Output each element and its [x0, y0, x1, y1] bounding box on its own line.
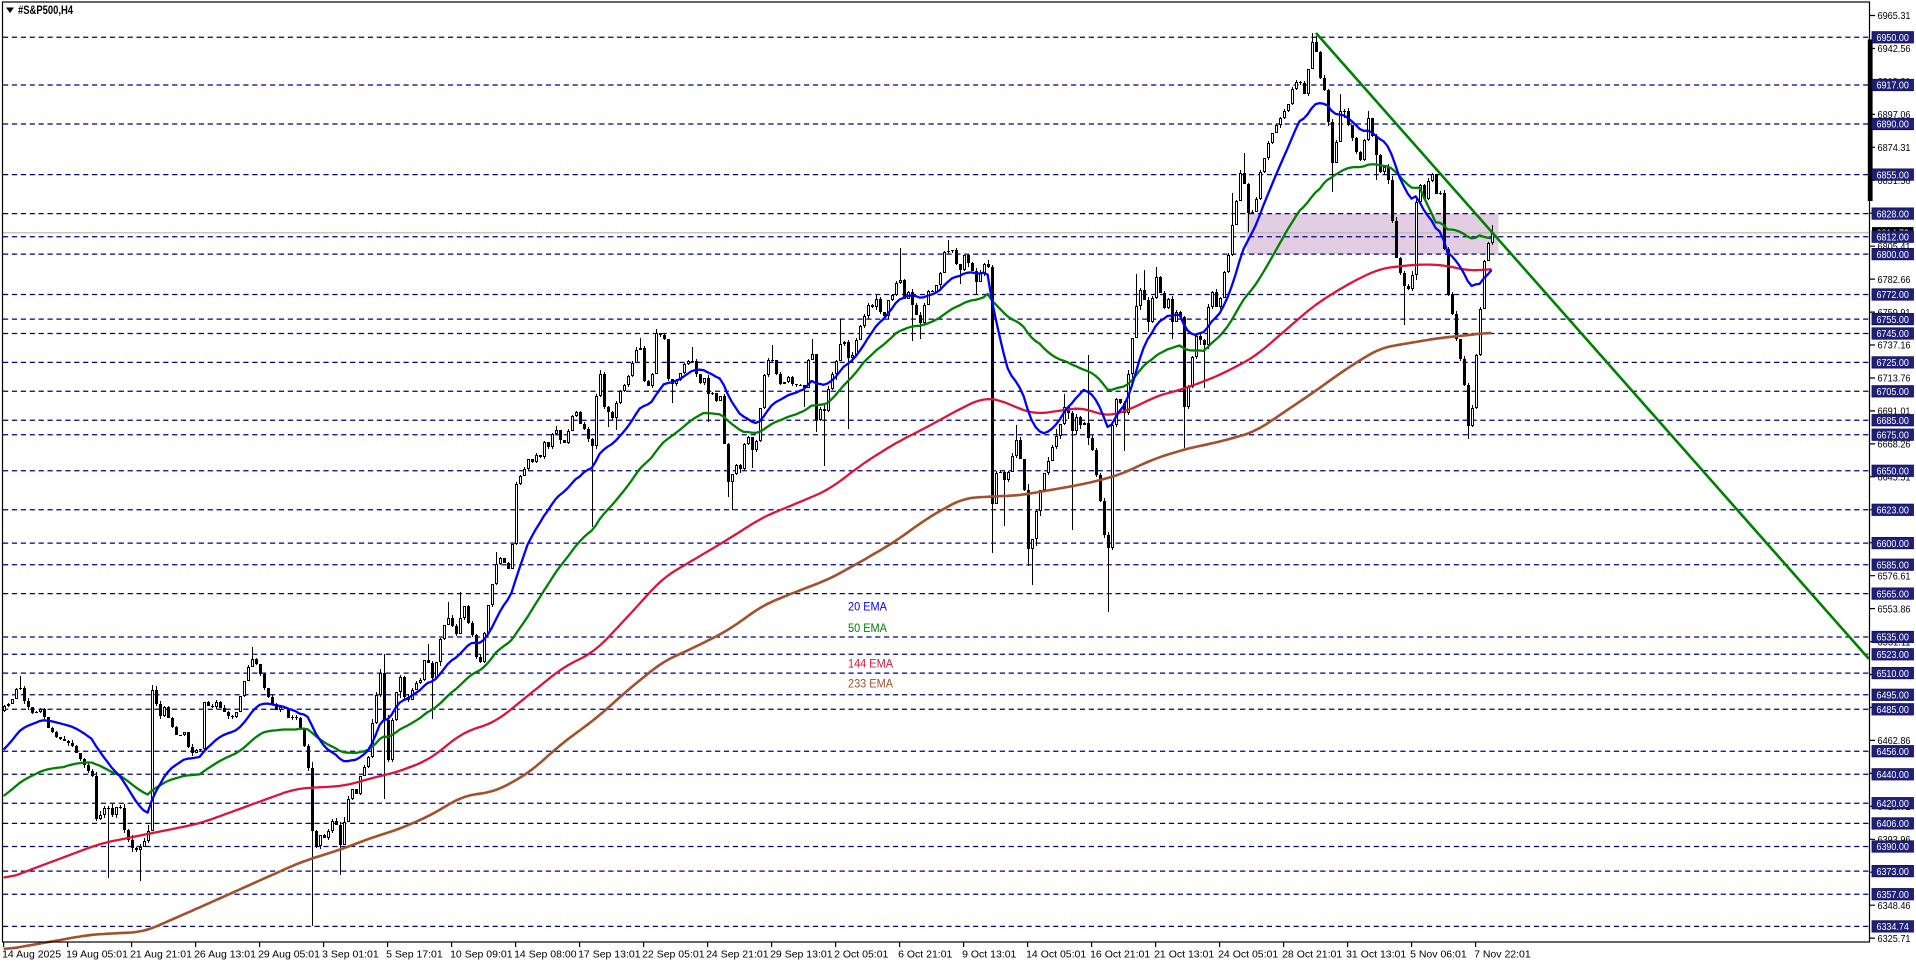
svg-text:6890.00: 6890.00 [1876, 119, 1909, 131]
svg-text:29 Sep 13:01: 29 Sep 13:01 [770, 949, 833, 961]
svg-text:6705.00: 6705.00 [1876, 386, 1909, 398]
svg-text:6800.00: 6800.00 [1876, 249, 1909, 261]
svg-text:233 EMA: 233 EMA [848, 677, 893, 691]
svg-text:6 Oct 21:01: 6 Oct 21:01 [898, 949, 952, 961]
svg-text:6600.00: 6600.00 [1876, 538, 1909, 550]
svg-text:6828.00: 6828.00 [1876, 208, 1909, 220]
svg-text:6745.00: 6745.00 [1876, 328, 1909, 340]
svg-text:6334.74: 6334.74 [1876, 921, 1909, 933]
svg-text:9 Oct 13:01: 9 Oct 13:01 [962, 949, 1016, 961]
svg-text:6462.86: 6462.86 [1878, 735, 1911, 747]
svg-text:6675.00: 6675.00 [1876, 429, 1909, 441]
svg-text:6535.00: 6535.00 [1876, 632, 1909, 644]
svg-text:6523.00: 6523.00 [1876, 649, 1909, 661]
svg-text:21 Aug 21:01: 21 Aug 21:01 [130, 949, 192, 961]
svg-text:6495.00: 6495.00 [1876, 690, 1909, 702]
svg-text:24 Oct 05:01: 24 Oct 05:01 [1218, 949, 1278, 961]
svg-text:5 Sep 17:01: 5 Sep 17:01 [386, 949, 443, 961]
svg-text:6855.00: 6855.00 [1876, 169, 1909, 181]
svg-text:6576.61: 6576.61 [1878, 570, 1911, 582]
svg-text:6420.00: 6420.00 [1876, 798, 1909, 810]
svg-text:16 Oct 21:01: 16 Oct 21:01 [1090, 949, 1150, 961]
svg-text:10 Sep 09:01: 10 Sep 09:01 [450, 949, 513, 961]
svg-text:6737.16: 6737.16 [1878, 340, 1911, 352]
svg-text:6510.00: 6510.00 [1876, 668, 1909, 680]
svg-text:6553.86: 6553.86 [1878, 603, 1911, 615]
svg-text:6965.31: 6965.31 [1878, 10, 1911, 22]
svg-text:6357.00: 6357.00 [1876, 889, 1909, 901]
svg-text:19 Aug 05:01: 19 Aug 05:01 [66, 949, 128, 961]
svg-text:14 Sep 08:00: 14 Sep 08:00 [514, 949, 577, 961]
svg-text:21 Oct 13:01: 21 Oct 13:01 [1154, 949, 1214, 961]
svg-text:6772.00: 6772.00 [1876, 289, 1909, 301]
svg-text:6565.00: 6565.00 [1876, 588, 1909, 600]
svg-text:6485.00: 6485.00 [1876, 704, 1909, 716]
svg-text:6406.00: 6406.00 [1876, 818, 1909, 830]
svg-text:31 Oct 13:01: 31 Oct 13:01 [1346, 949, 1406, 961]
svg-text:6325.71: 6325.71 [1878, 933, 1911, 945]
svg-text:6373.00: 6373.00 [1876, 866, 1909, 878]
svg-text:50 EMA: 50 EMA [848, 621, 887, 635]
svg-text:28 Oct 21:01: 28 Oct 21:01 [1282, 949, 1342, 961]
svg-text:26 Aug 13:01: 26 Aug 13:01 [194, 949, 256, 961]
svg-text:6942.56: 6942.56 [1878, 43, 1911, 55]
svg-text:6390.00: 6390.00 [1876, 841, 1909, 853]
svg-text:3 Sep 01:01: 3 Sep 01:01 [322, 949, 379, 961]
svg-text:6668.26: 6668.26 [1878, 439, 1911, 451]
svg-text:6650.00: 6650.00 [1876, 466, 1909, 478]
svg-text:7 Nov 22:01: 7 Nov 22:01 [1474, 949, 1531, 961]
svg-text:14 Aug 2025: 14 Aug 2025 [2, 949, 61, 961]
svg-text:6782.66: 6782.66 [1878, 274, 1911, 286]
svg-text:6623.00: 6623.00 [1876, 505, 1909, 517]
svg-text:6725.00: 6725.00 [1876, 357, 1909, 369]
svg-text:6755.00: 6755.00 [1876, 314, 1909, 326]
svg-text:6917.00: 6917.00 [1876, 80, 1909, 92]
svg-text:20 EMA: 20 EMA [848, 600, 887, 614]
svg-text:6440.00: 6440.00 [1876, 769, 1909, 781]
svg-text:24 Sep 21:01: 24 Sep 21:01 [706, 949, 769, 961]
svg-text:17 Sep 13:01: 17 Sep 13:01 [578, 949, 641, 961]
svg-text:2 Oct 05:01: 2 Oct 05:01 [834, 949, 888, 961]
svg-text:29 Aug 05:01: 29 Aug 05:01 [258, 949, 320, 961]
svg-text:#S&P500,H4: #S&P500,H4 [18, 5, 73, 17]
svg-text:6812.00: 6812.00 [1876, 231, 1909, 243]
svg-text:6456.00: 6456.00 [1876, 746, 1909, 758]
svg-text:6713.76: 6713.76 [1878, 373, 1911, 385]
svg-text:6685.00: 6685.00 [1876, 415, 1909, 427]
svg-text:22 Sep 05:01: 22 Sep 05:01 [642, 949, 705, 961]
svg-text:6874.31: 6874.31 [1878, 142, 1911, 154]
svg-text:5 Nov 06:01: 5 Nov 06:01 [1410, 949, 1467, 961]
svg-text:6950.00: 6950.00 [1876, 32, 1909, 44]
svg-text:144 EMA: 144 EMA [848, 657, 893, 671]
svg-text:6585.00: 6585.00 [1876, 559, 1909, 571]
svg-text:14 Oct 05:01: 14 Oct 05:01 [1026, 949, 1086, 961]
svg-text:6348.46: 6348.46 [1878, 900, 1911, 912]
